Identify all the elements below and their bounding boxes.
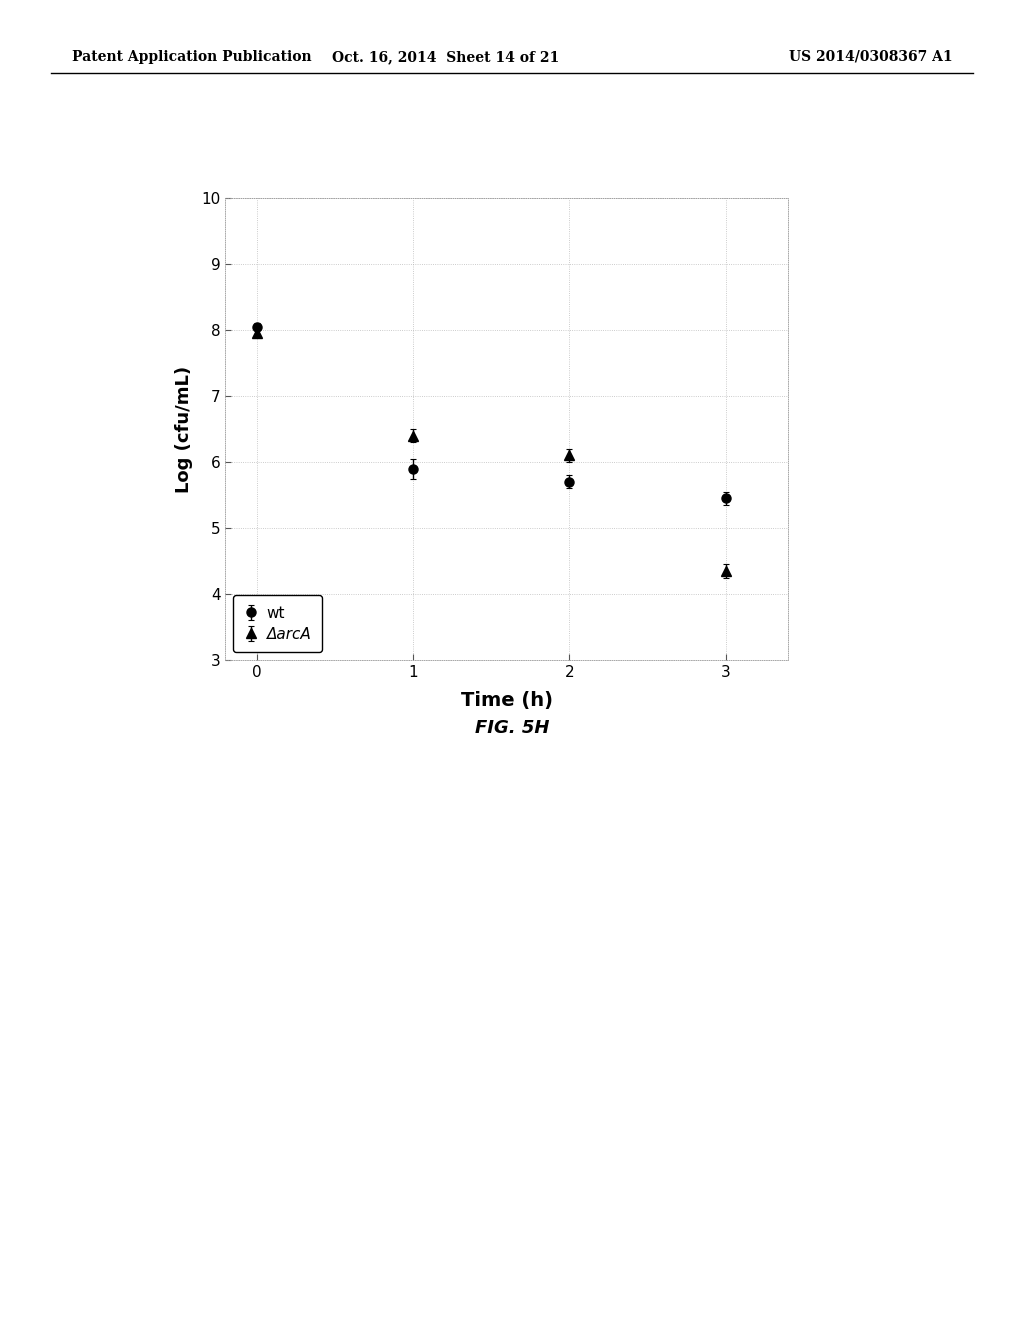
Y-axis label: Log (cfu/mL): Log (cfu/mL) bbox=[175, 366, 193, 492]
Text: US 2014/0308367 A1: US 2014/0308367 A1 bbox=[788, 50, 952, 63]
X-axis label: Time (h): Time (h) bbox=[461, 690, 553, 710]
Text: Oct. 16, 2014  Sheet 14 of 21: Oct. 16, 2014 Sheet 14 of 21 bbox=[332, 50, 559, 63]
Text: FIG. 5H: FIG. 5H bbox=[475, 719, 549, 738]
Legend: wt, ΔarcA: wt, ΔarcA bbox=[232, 595, 322, 652]
Text: Patent Application Publication: Patent Application Publication bbox=[72, 50, 311, 63]
